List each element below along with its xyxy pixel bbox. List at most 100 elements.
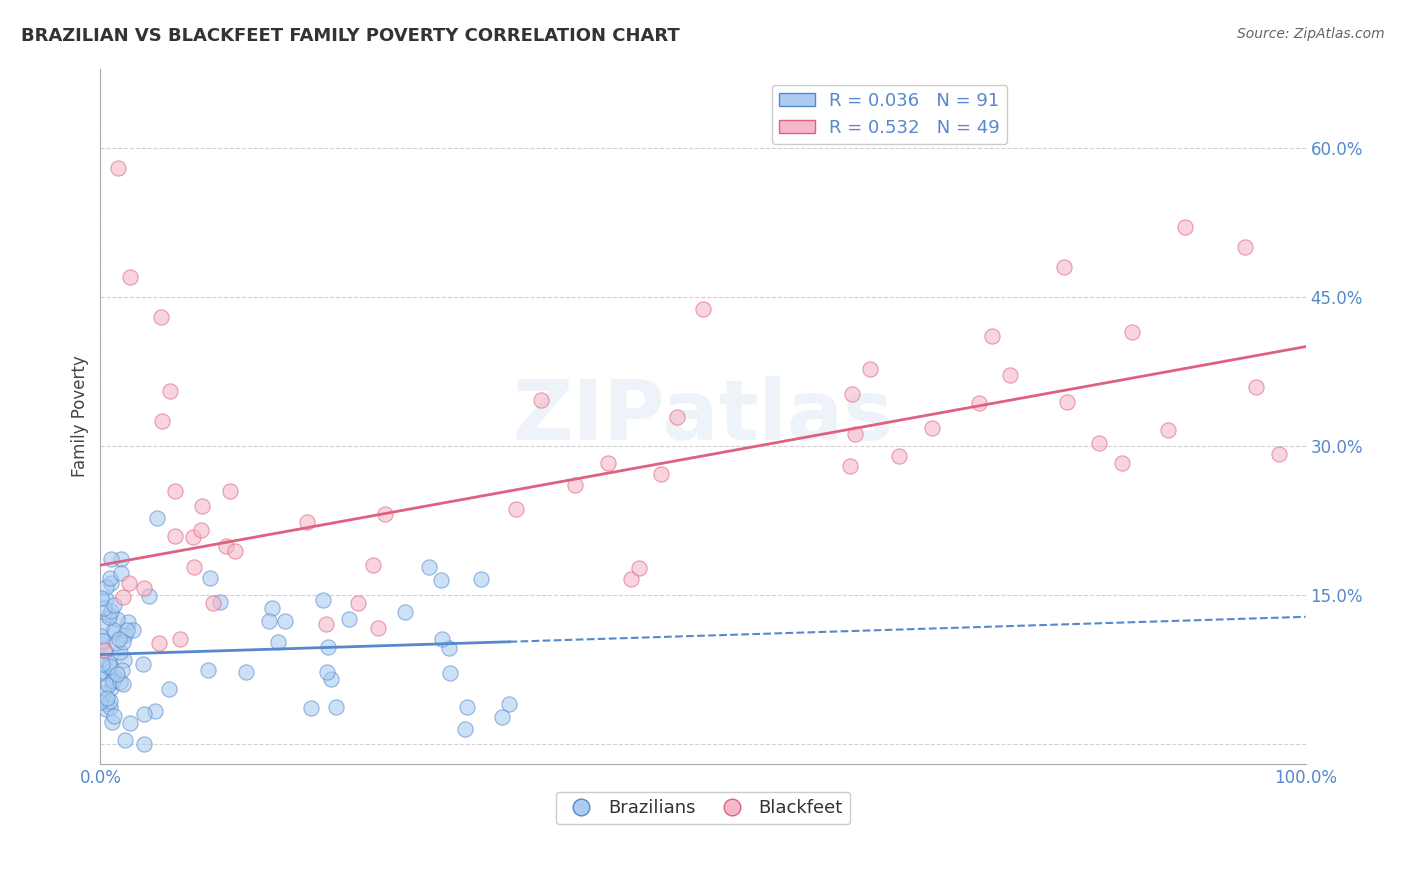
Point bbox=[429, 573, 451, 587]
Point bbox=[91, 657, 114, 672]
Point bbox=[262, 601, 284, 615]
Point bbox=[143, 705, 166, 719]
Point bbox=[921, 421, 943, 435]
Point bbox=[98, 694, 121, 708]
Point bbox=[439, 665, 461, 680]
Point bbox=[90, 591, 112, 606]
Point bbox=[183, 529, 205, 543]
Point bbox=[274, 614, 297, 628]
Point bbox=[316, 665, 339, 679]
Point bbox=[1267, 447, 1289, 461]
Point bbox=[100, 576, 122, 591]
Point bbox=[165, 484, 187, 499]
Point bbox=[94, 592, 117, 607]
Point bbox=[97, 657, 120, 671]
Point bbox=[107, 632, 129, 647]
Point bbox=[1087, 435, 1109, 450]
Point bbox=[103, 598, 125, 612]
Point bbox=[101, 714, 124, 729]
Point bbox=[115, 623, 138, 637]
Point bbox=[456, 700, 478, 714]
Point bbox=[1174, 220, 1197, 235]
Point bbox=[1157, 423, 1180, 437]
Point bbox=[98, 607, 121, 622]
Point bbox=[437, 641, 460, 656]
Point bbox=[157, 681, 180, 696]
Point bbox=[619, 572, 641, 586]
Point bbox=[859, 361, 882, 376]
Point bbox=[145, 511, 167, 525]
Point bbox=[628, 561, 651, 575]
Point bbox=[1111, 456, 1133, 470]
Point bbox=[100, 552, 122, 566]
Point bbox=[418, 560, 440, 574]
Point bbox=[101, 674, 124, 689]
Point bbox=[91, 633, 114, 648]
Point bbox=[118, 575, 141, 590]
Point bbox=[100, 681, 122, 695]
Point bbox=[165, 529, 187, 543]
Point bbox=[114, 732, 136, 747]
Point bbox=[132, 706, 155, 721]
Point bbox=[998, 368, 1021, 382]
Point bbox=[967, 395, 990, 409]
Point bbox=[1234, 240, 1257, 254]
Point bbox=[844, 426, 866, 441]
Point bbox=[110, 645, 132, 659]
Point bbox=[598, 456, 620, 470]
Point bbox=[235, 665, 257, 679]
Point bbox=[100, 604, 122, 618]
Point bbox=[100, 673, 122, 687]
Point bbox=[1246, 380, 1268, 394]
Point bbox=[169, 632, 191, 646]
Point bbox=[105, 612, 128, 626]
Y-axis label: Family Poverty: Family Poverty bbox=[72, 355, 89, 477]
Point bbox=[98, 700, 121, 714]
Point bbox=[197, 663, 219, 677]
Point bbox=[1056, 394, 1078, 409]
Point bbox=[183, 560, 205, 574]
Point bbox=[394, 605, 416, 619]
Point bbox=[100, 658, 122, 673]
Point bbox=[218, 484, 240, 499]
Point bbox=[110, 551, 132, 566]
Point bbox=[190, 499, 212, 513]
Point bbox=[89, 695, 111, 709]
Point bbox=[114, 628, 136, 642]
Point bbox=[103, 709, 125, 723]
Point bbox=[120, 270, 142, 285]
Text: BRAZILIAN VS BLACKFEET FAMILY POVERTY CORRELATION CHART: BRAZILIAN VS BLACKFEET FAMILY POVERTY CO… bbox=[21, 27, 681, 45]
Point bbox=[103, 624, 125, 638]
Point bbox=[650, 467, 672, 482]
Point bbox=[90, 629, 112, 643]
Point bbox=[841, 387, 863, 401]
Point bbox=[339, 612, 361, 626]
Point bbox=[295, 515, 318, 529]
Point bbox=[96, 690, 118, 705]
Point bbox=[224, 543, 246, 558]
Point bbox=[111, 663, 134, 677]
Point bbox=[316, 640, 339, 655]
Point bbox=[104, 670, 127, 684]
Point bbox=[530, 392, 553, 407]
Point bbox=[90, 619, 112, 633]
Point bbox=[122, 623, 145, 637]
Point bbox=[110, 566, 132, 580]
Point bbox=[150, 414, 173, 428]
Point bbox=[367, 622, 389, 636]
Text: ZIPatlas: ZIPatlas bbox=[512, 376, 893, 457]
Point bbox=[666, 410, 689, 425]
Point bbox=[93, 601, 115, 615]
Point bbox=[315, 617, 337, 632]
Point bbox=[491, 710, 513, 724]
Point bbox=[505, 502, 527, 516]
Point bbox=[209, 595, 232, 609]
Point bbox=[94, 665, 117, 679]
Point bbox=[470, 572, 492, 586]
Point bbox=[430, 632, 453, 646]
Point bbox=[93, 644, 115, 658]
Point bbox=[498, 698, 520, 712]
Point bbox=[132, 737, 155, 751]
Point bbox=[692, 301, 714, 316]
Point bbox=[299, 701, 322, 715]
